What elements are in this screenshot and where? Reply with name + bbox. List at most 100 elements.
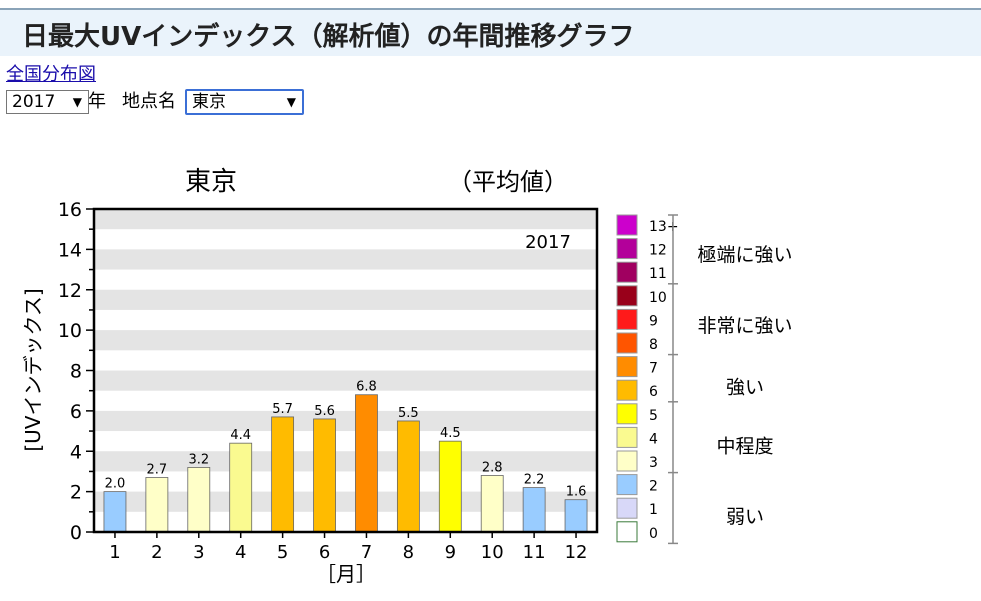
year-select-value: 2017 [12,92,56,112]
bar [103,491,127,533]
year-select[interactable]: 2017 ▼ [6,90,89,114]
legend-swatch [616,332,638,354]
x-tick-label: 12 [565,542,588,563]
legend-swatch [616,521,638,543]
legend-level-label: 12 [649,243,667,259]
bar-value-label: 4.4 [230,428,251,443]
x-tick-label: 10 [481,542,504,563]
grid-band [94,209,597,230]
legend-level-label: 9 [649,313,658,329]
legend-swatch [616,356,638,378]
bar-value-label: 6.8 [356,380,377,395]
year-suffix: 年 [88,91,106,112]
grid-band [94,330,597,351]
legend-category-label: 中程度 [716,435,773,457]
x-tick-label: 6 [319,542,330,563]
legend-category-label: 非常に強い [697,315,792,337]
grid-band [94,249,597,270]
y-tick-label: 10 [58,320,82,342]
bar-value-label: 2.8 [482,460,503,475]
y-tick-label: 6 [70,401,82,423]
legend-level-label: 6 [649,384,658,400]
grid-band [94,289,597,310]
bar [522,487,546,533]
legend-swatch [616,426,638,448]
bar [271,416,295,533]
x-tick-label: 2 [151,542,162,563]
grid-band [94,370,597,391]
bar [187,466,211,533]
y-axis-label: [UVインデックス] [21,288,45,451]
legend-swatch [616,403,638,425]
bar-value-label: 3.2 [188,452,209,467]
chevron-down-icon: ▼ [72,95,82,109]
legend-swatch [616,379,638,401]
legend-category-label: 弱い [726,506,764,528]
bar-value-label: 5.5 [398,406,419,421]
legend-level-label: 11 [649,266,667,282]
legend-swatch [616,497,638,519]
bar [480,475,504,533]
y-tick-label: 4 [70,441,82,463]
legend-swatch [616,285,638,307]
legend-level-label: 7 [649,361,658,377]
legend-level-label: 13+ [649,219,679,235]
legend-level-label: 10 [649,290,667,306]
site-label: 地点名 [122,91,176,112]
bar [438,440,462,533]
national-map-link[interactable]: 全国分布図 [6,64,96,85]
chart-title: 東京 [185,167,237,197]
bar [355,394,378,533]
page-header: 日最大UVインデックス（解析値）の年間推移グラフ [0,10,981,56]
legend-swatch [616,238,638,260]
legend-swatch [616,308,638,330]
bar-value-label: 2.7 [147,462,168,477]
x-tick-label: 1 [109,542,120,563]
bar-value-label: 1.6 [566,485,587,500]
x-tick-label: 4 [235,542,246,563]
x-tick-label: 5 [277,542,288,563]
legend-level-label: 8 [649,337,658,353]
legend-level-label: 2 [649,479,658,495]
bar-value-label: 4.5 [440,426,461,441]
bar-value-label: 2.0 [105,477,126,492]
chevron-down-icon: ▼ [286,95,296,109]
legend-level-label: 3 [649,455,658,471]
y-tick-label: 8 [70,361,82,383]
bar [564,499,588,533]
y-tick-label: 12 [58,280,82,302]
bar [396,420,420,533]
legend-swatch [616,450,638,472]
y-tick-label: 16 [58,199,82,221]
x-tick-label: 9 [445,542,456,563]
y-tick-label: 0 [70,522,82,544]
chart-subtitle: （平均値） [448,168,568,196]
bar [145,477,169,533]
year-annotation: 2017 [525,232,571,253]
site-select[interactable]: 東京 ▼ [185,89,304,115]
x-axis-label: ［月］ [316,562,376,586]
site-select-value: 東京 [192,92,226,112]
grid-band [94,410,597,432]
x-tick-label: 7 [361,542,372,563]
legend-swatch [616,261,638,283]
bar [229,442,253,533]
legend-swatch [616,214,638,236]
y-tick-label: 2 [70,482,82,504]
x-tick-label: 8 [403,542,414,563]
x-tick-label: 11 [523,542,546,563]
bar-value-label: 2.2 [524,473,545,488]
legend-level-label: 0 [649,526,658,542]
legend-level-label: 1 [649,502,658,518]
grid-band [94,451,597,472]
grid-band [94,491,597,512]
legend-level-label: 5 [649,408,658,424]
legend-level-label: 4 [649,431,658,447]
bar [313,418,336,533]
bar-value-label: 5.7 [272,402,293,417]
legend-category-label: 極端に強い [697,244,792,266]
header-rule [0,8,981,10]
x-tick-label: 3 [193,542,204,563]
page-title: 日最大UVインデックス（解析値）の年間推移グラフ [22,22,635,52]
